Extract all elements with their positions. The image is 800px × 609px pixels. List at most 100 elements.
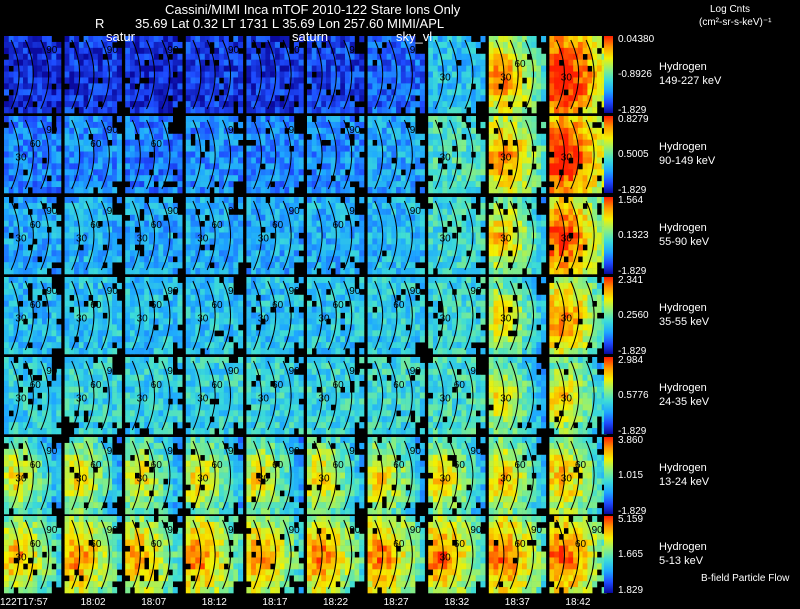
- pixel: [470, 41, 476, 49]
- pixel: [554, 101, 560, 108]
- pixel: [428, 232, 434, 239]
- pixel: [461, 107, 467, 114]
- pixel: [153, 169, 159, 176]
- pixel: [512, 151, 518, 158]
- pixel: [359, 214, 365, 221]
- pixel: [410, 53, 416, 60]
- pixel: [531, 95, 537, 102]
- pixel: [377, 163, 383, 170]
- pixel: [405, 71, 411, 78]
- pixel: [13, 65, 19, 72]
- pixel: [541, 250, 547, 257]
- pixel: [228, 250, 234, 257]
- pixel: [326, 214, 332, 221]
- pixel: [42, 348, 48, 355]
- pixel: [93, 121, 99, 129]
- pixel: [46, 145, 52, 152]
- pixel: [377, 107, 383, 114]
- pixel: [270, 71, 276, 78]
- pixel: [503, 157, 509, 164]
- pixel: [558, 208, 564, 216]
- pixel: [23, 71, 29, 78]
- contour-arc: [343, 200, 353, 271]
- pixel: [498, 181, 504, 188]
- pixel: [148, 116, 154, 123]
- pixel: [592, 83, 598, 90]
- pixel: [536, 59, 542, 66]
- pixel: [167, 133, 173, 140]
- pixel: [13, 47, 19, 55]
- pixel: [107, 214, 113, 221]
- pixel: [517, 244, 523, 251]
- pixel: [400, 268, 406, 275]
- pixel: [549, 187, 555, 194]
- pixel: [107, 324, 113, 331]
- pixel: [238, 107, 244, 114]
- pixel: [349, 127, 355, 135]
- pixel: [503, 175, 509, 182]
- pixel: [541, 238, 547, 245]
- pixel: [129, 139, 135, 146]
- pixel: [558, 202, 564, 210]
- pixel: [144, 127, 150, 135]
- pixel: [83, 256, 89, 263]
- pixel: [461, 41, 467, 49]
- pixel: [517, 101, 523, 108]
- pixel: [125, 220, 131, 227]
- pixel: [97, 127, 103, 135]
- pixel: [129, 101, 135, 108]
- pixel: [238, 95, 244, 102]
- pixel: [32, 318, 38, 325]
- pixel: [260, 250, 266, 257]
- pixel: [410, 71, 416, 78]
- pixel: [512, 250, 518, 257]
- pixel: [195, 41, 201, 49]
- pixel: [279, 101, 285, 108]
- pixel: [475, 83, 481, 90]
- pixel: [233, 163, 239, 170]
- pixel: [251, 47, 257, 55]
- pixel: [116, 133, 122, 140]
- pixel: [83, 139, 89, 146]
- pixel: [102, 294, 108, 301]
- contour-label: 90: [228, 206, 240, 217]
- pixel: [536, 163, 542, 170]
- pixel: [367, 89, 373, 96]
- contour-arc: [403, 119, 413, 190]
- pixel: [209, 288, 215, 296]
- pixel: [349, 59, 355, 66]
- pixel: [129, 53, 135, 60]
- pixel: [195, 282, 201, 290]
- pixel: [93, 324, 99, 331]
- pixel: [488, 133, 494, 140]
- pixel: [78, 181, 84, 188]
- pixel: [97, 288, 103, 296]
- pixel: [536, 220, 542, 227]
- contour-arc: [313, 119, 323, 190]
- pixel: [214, 250, 220, 257]
- pixel: [522, 232, 528, 239]
- pixel: [447, 169, 453, 176]
- pixel: [405, 187, 411, 194]
- pixel: [265, 101, 271, 108]
- pixel: [139, 312, 145, 319]
- pixel: [74, 268, 80, 275]
- pixel: [107, 101, 113, 108]
- pixel: [78, 312, 84, 319]
- pixel: [377, 95, 383, 102]
- pixel: [172, 36, 178, 43]
- pixel: [46, 288, 52, 296]
- pixel: [148, 181, 154, 188]
- contour-arc: [40, 39, 50, 110]
- pixel: [129, 36, 135, 43]
- pixel: [335, 187, 341, 194]
- pixel: [177, 262, 183, 269]
- pixel: [8, 244, 14, 251]
- pixel: [83, 324, 89, 331]
- pixel: [37, 306, 43, 313]
- pixel: [214, 139, 220, 146]
- pixel: [335, 208, 341, 216]
- pixel: [507, 151, 513, 158]
- pixel: [8, 250, 14, 257]
- pixel: [260, 127, 266, 135]
